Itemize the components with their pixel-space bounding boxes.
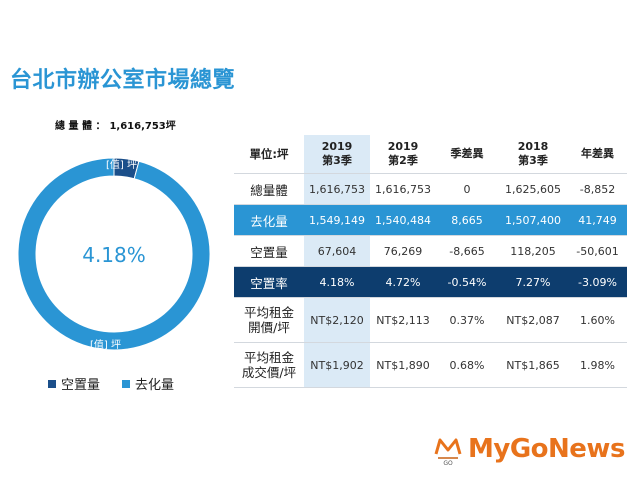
slice-label-vacant: [值] 坪 <box>106 158 137 171</box>
mygonews-logo-mark-icon: GO <box>434 438 462 466</box>
legend-label-absorbed: 去化量 <box>135 378 175 393</box>
table-cell: 76,269 <box>370 235 436 267</box>
table-cell: -8,665 <box>436 235 498 267</box>
table-row-vacant: 空置量 67,604 76,269 -8,665 118,205 -50,601 <box>234 235 627 267</box>
table-cell: NT$1,902 <box>304 342 370 388</box>
table-row-transaction-rent: 平均租金 成交價/坪 NT$1,902 NT$1,890 0.68% NT$1,… <box>234 342 627 388</box>
row-label: 空置量 <box>234 235 304 267</box>
row-label: 空置率 <box>234 266 304 298</box>
table-row-total: 總量體 1,616,753 1,616,753 0 1,625,605 -8,8… <box>234 173 627 205</box>
table-row-vacancy-rate: 空置率 4.18% 4.72% -0.54% 7.27% -3.09% <box>234 266 627 298</box>
row-label: 平均租金 開價/坪 <box>234 297 304 343</box>
legend-swatch-vacant <box>48 379 56 388</box>
table-cell: 8,665 <box>436 204 498 236</box>
header-2019q2: 2019 第2季 <box>370 135 436 174</box>
table-cell: 1,625,605 <box>498 173 568 205</box>
header-2019q3: 2019 第3季 <box>304 135 370 174</box>
legend-item-vacant: 空置量 <box>48 374 100 393</box>
table-header-row: 單位:坪 2019 第3季 2019 第2季 季差異 2018 第3季 年差異 <box>234 135 627 174</box>
table-cell: 118,205 <box>498 235 568 267</box>
table-cell: 0 <box>436 173 498 205</box>
total-volume-label: 總 量 體 ： <box>55 121 106 132</box>
table-cell: NT$1,890 <box>370 342 436 388</box>
table-cell: 7.27% <box>498 266 568 298</box>
table-cell: NT$2,120 <box>304 297 370 343</box>
mygonews-logo-text: MyGoNews <box>468 434 625 464</box>
table-cell: 4.18% <box>304 266 370 298</box>
table-row-asking-rent: 平均租金 開價/坪 NT$2,120 NT$2,113 0.37% NT$2,0… <box>234 297 627 343</box>
market-table: 單位:坪 2019 第3季 2019 第2季 季差異 2018 第3季 年差異 總量體… <box>234 135 627 388</box>
table-cell: 1,549,149 <box>304 204 370 236</box>
table-cell: -3.09% <box>568 266 627 298</box>
table-cell: 1,616,753 <box>370 173 436 205</box>
table-cell: NT$2,087 <box>498 297 568 343</box>
mygonews-logo: GO MyGoNews <box>432 432 625 466</box>
header-2018q3: 2018 第3季 <box>498 135 568 174</box>
table-cell: 0.37% <box>436 297 498 343</box>
donut-slices <box>17 157 211 351</box>
svg-text:GO: GO <box>443 460 453 466</box>
total-volume: 總 量 體 ： 1,616,753坪 <box>55 117 180 132</box>
table-cell: 1.98% <box>568 342 627 388</box>
table-cell: 1,540,484 <box>370 204 436 236</box>
header-yoy: 年差異 <box>568 135 627 174</box>
donut-chart: 4.18% [值] 坪 [值] 坪 <box>17 157 211 351</box>
legend-label-vacant: 空置量 <box>61 378 101 393</box>
table-cell: 1,616,753 <box>304 173 370 205</box>
table-cell: 0.68% <box>436 342 498 388</box>
donut-slice-absorbed <box>17 157 211 351</box>
table-cell: -8,852 <box>568 173 627 205</box>
row-label: 總量體 <box>234 173 304 205</box>
table-cell: 4.72% <box>370 266 436 298</box>
legend-item-absorbed: 去化量 <box>122 374 174 393</box>
table-cell: 1,507,400 <box>498 204 568 236</box>
table-cell: NT$1,865 <box>498 342 568 388</box>
slice-label-absorbed: [值] 坪 <box>90 338 121 351</box>
table-cell: 67,604 <box>304 235 370 267</box>
table-cell: -0.54% <box>436 266 498 298</box>
table-row-absorbed: 去化量 1,549,149 1,540,484 8,665 1,507,400 … <box>234 204 627 236</box>
total-volume-value: 1,616,753坪 <box>109 121 176 132</box>
page-title: 台北市辦公室市場總覽 <box>10 68 236 93</box>
donut-center-label: 4.18% <box>82 243 146 267</box>
header-unit: 單位:坪 <box>234 135 304 174</box>
table-cell: 41,749 <box>568 204 627 236</box>
row-label: 平均租金 成交價/坪 <box>234 342 304 388</box>
row-label: 去化量 <box>234 204 304 236</box>
header-qoq: 季差異 <box>436 135 498 174</box>
chart-legend: 空置量 去化量 <box>48 374 174 393</box>
legend-swatch-absorbed <box>122 379 131 388</box>
table-cell: NT$2,113 <box>370 297 436 343</box>
table-cell: 1.60% <box>568 297 627 343</box>
table-cell: -50,601 <box>568 235 627 267</box>
